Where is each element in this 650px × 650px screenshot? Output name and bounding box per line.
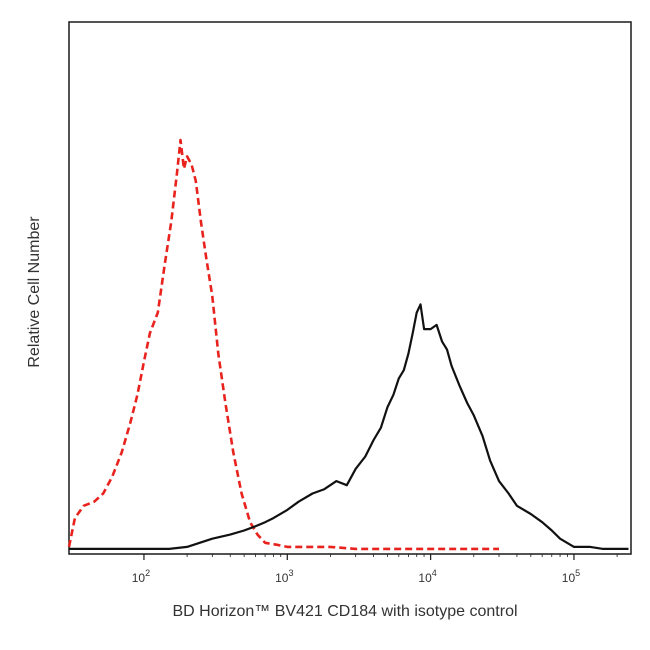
cd184-series-line	[69, 303, 629, 550]
y-axis-label: Relative Cell Number	[26, 216, 43, 368]
x-tick-label: 105	[562, 568, 580, 585]
series-layer	[67, 138, 629, 551]
x-tick-label: 102	[132, 568, 150, 585]
x-axis-label: BD Horizon™ BV421 CD184 with isotype con…	[172, 603, 517, 620]
x-tick-label: 103	[275, 568, 293, 585]
plot-frame	[68, 21, 632, 555]
x-tick-label: 104	[418, 568, 436, 585]
isotype-control-series-line	[67, 138, 499, 551]
x-axis-ticks: 102 103 104 105	[132, 554, 618, 585]
